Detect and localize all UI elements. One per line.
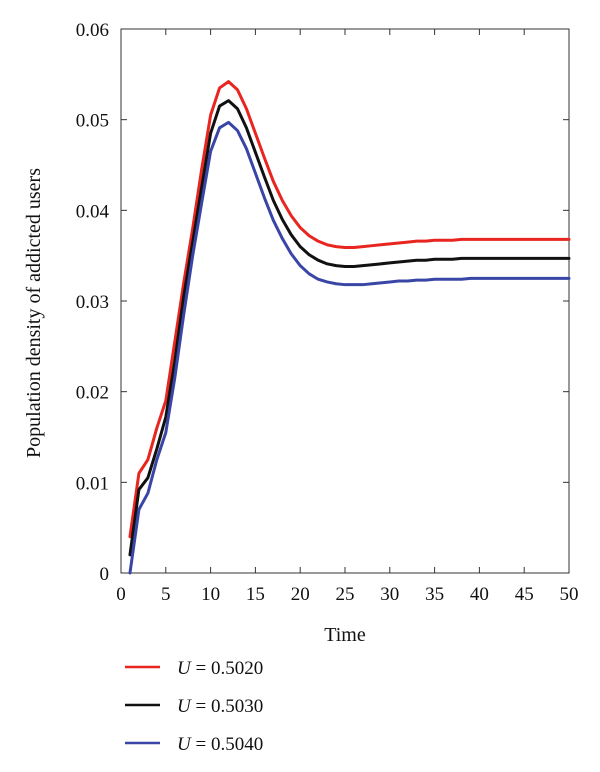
x-tick-label: 30	[380, 584, 399, 605]
legend-item: U = 0.5020	[125, 658, 263, 679]
x-tick-label: 10	[201, 584, 220, 605]
x-tick-label: 35	[425, 584, 444, 605]
series-lines	[128, 80, 571, 575]
legend-label: U = 0.5030	[177, 696, 263, 717]
x-tick-label: 20	[291, 584, 310, 605]
plot-area	[120, 28, 570, 574]
x-tick-label: 15	[246, 584, 265, 605]
x-tick-label: 40	[470, 584, 489, 605]
series-line-3	[128, 120, 571, 575]
x-tick-label: 25	[336, 584, 355, 605]
x-axis: 0 5 10 15 20 25 30 35 40 45 50	[116, 29, 579, 605]
y-axis: 0 0.01 0.02 0.03 0.04 0.05 0.06	[76, 20, 569, 585]
y-tick-label: 0.01	[76, 473, 109, 494]
y-tick-label: 0.03	[76, 292, 109, 313]
series-line-1	[128, 80, 571, 539]
plot-frame	[120, 28, 570, 574]
x-tick-label: 50	[560, 584, 579, 605]
y-tick-label: 0	[100, 564, 110, 585]
legend: U = 0.5020 U = 0.5030 U = 0.5040	[125, 658, 263, 755]
legend-label: U = 0.5020	[177, 658, 263, 679]
y-tick-label: 0.05	[76, 111, 109, 132]
series-line-2	[128, 99, 571, 557]
y-tick-label: 0.04	[76, 201, 110, 222]
x-tick-label: 0	[116, 584, 126, 605]
legend-item: U = 0.5030	[125, 696, 263, 717]
y-axis-title: Population density of addicted users	[23, 168, 45, 458]
legend-item: U = 0.5040	[125, 734, 263, 755]
x-tick-label: 45	[515, 584, 534, 605]
legend-label: U = 0.5040	[177, 734, 263, 755]
x-tick-label: 5	[161, 584, 171, 605]
y-tick-label: 0.02	[76, 383, 109, 404]
y-tick-label: 0.06	[76, 20, 109, 41]
x-axis-title: Time	[324, 624, 366, 646]
